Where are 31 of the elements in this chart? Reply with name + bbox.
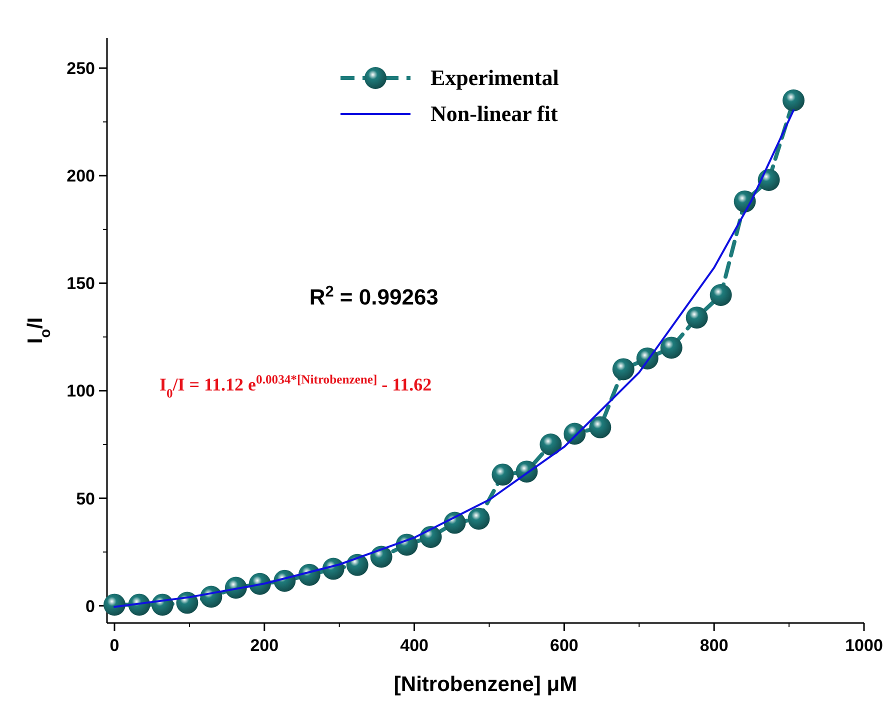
point xyxy=(660,336,682,359)
y-tick-label: 150 xyxy=(66,274,95,294)
x-axis-title: [Nitrobenzene] μM xyxy=(394,673,578,696)
point xyxy=(589,416,612,438)
x-tick-label: 600 xyxy=(550,636,578,655)
point xyxy=(492,464,514,486)
x-tick-label: 200 xyxy=(250,636,279,655)
point xyxy=(540,433,562,456)
x-tick-label: 0 xyxy=(110,636,120,655)
point xyxy=(758,168,780,191)
x-tick-label: 1000 xyxy=(845,636,883,655)
point xyxy=(420,526,442,548)
y-tick-label: 50 xyxy=(76,489,95,508)
legend-label: Experimental xyxy=(430,65,559,90)
x-tick-label: 400 xyxy=(400,636,428,655)
y-tick-label: 100 xyxy=(66,382,95,401)
annotation: I$_{0}$/I = 11.12 e$^{0.0034*[Nitrobenzene]}$ - 11.62 xyxy=(159,372,432,401)
point xyxy=(612,358,634,380)
legend-label: Non-linear fit xyxy=(430,101,558,126)
point xyxy=(710,284,732,306)
point xyxy=(782,89,805,112)
y-tick-label: 200 xyxy=(66,166,95,186)
point xyxy=(103,594,126,616)
x-tick-label: 800 xyxy=(700,636,728,655)
point xyxy=(468,508,490,530)
annotation: R$^{2}$ = 0.99263 xyxy=(309,283,438,310)
point xyxy=(346,554,368,576)
y-tick-label: 0 xyxy=(86,596,95,616)
point xyxy=(370,546,392,568)
point xyxy=(686,306,708,329)
y-tick-label: 250 xyxy=(66,59,95,78)
